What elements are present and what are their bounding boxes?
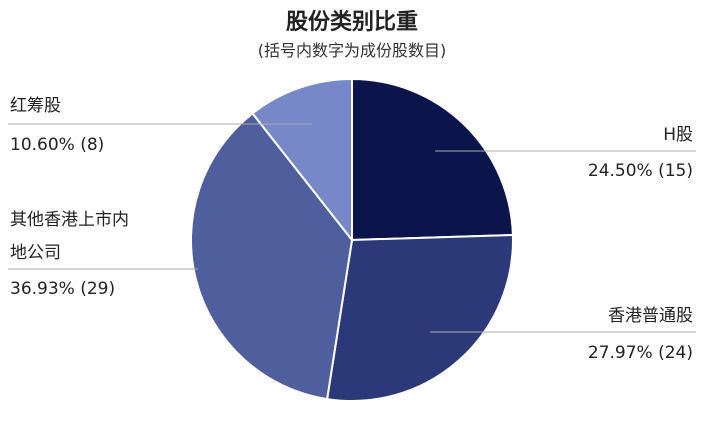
pie-slices [189,77,514,402]
pie-slice-red-chip [251,77,353,243]
leader-lines [8,123,696,333]
slice-label-hk-ordinary: 香港普通股 [608,306,693,326]
slice-label-other-mainland-line1: 其他香港上市内 [10,210,129,230]
pie-slice-other-mainland [189,112,354,401]
slice-label-h-share: H股 [663,125,693,145]
slice-label-red-chip: 红筹股 [10,96,61,116]
pie-slice-h-share [351,77,514,242]
pie-slice-hk-ordinary [325,233,514,402]
slice-value-other-mainland: 36.93% (29) [10,279,115,299]
slice-value-h-share: 24.50% (15) [588,161,693,181]
slice-value-red-chip: 10.60% (8) [10,135,104,155]
slice-label-other-mainland-line2: 地公司 [10,243,61,263]
slice-value-hk-ordinary: 27.97% (24) [588,343,693,363]
labels: H股 24.50% (15) 香港普通股 27.97% (24) 其他香港上市内… [10,96,693,363]
chart-title: 股份类别比重 [286,10,418,35]
chart-subtitle: (括号内数字为成份股数目) [258,41,447,60]
